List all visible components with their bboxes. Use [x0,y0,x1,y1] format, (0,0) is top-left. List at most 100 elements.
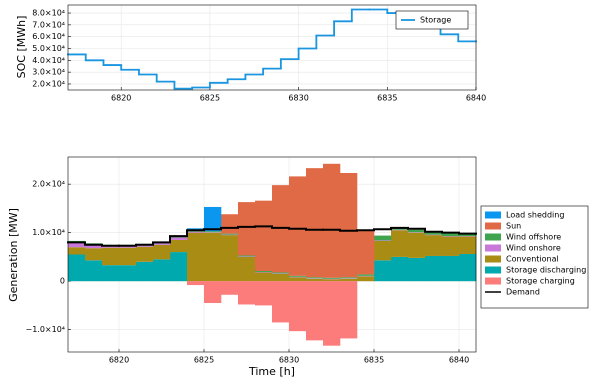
legend-swatch [485,244,501,252]
area-segment [323,279,341,282]
y-tick-label: 4.0×10⁴ [32,56,65,65]
area-segment [204,206,222,232]
area-segment [187,281,205,286]
area-segment [170,237,188,240]
area-segment [357,230,375,275]
area-segment [306,278,324,282]
area-segment [85,248,103,261]
area-segment [408,229,426,233]
legend-swatch [485,211,501,219]
plot-frame [67,4,477,91]
legend-swatch [485,255,501,263]
area-segment [340,281,358,339]
area-segment [238,255,256,257]
area-segment [204,232,222,282]
x-tick-label: 6825 [194,356,214,365]
legend-swatch [485,277,501,285]
legend-swatch [485,266,501,274]
area-segment [408,232,426,258]
area-segment [289,277,307,282]
area-segment [459,236,477,255]
area-segment [153,243,171,245]
area-segment [357,274,375,276]
area-segment [136,261,154,282]
area-segment [255,272,273,282]
area-segment [272,281,290,323]
area-segment [357,276,375,282]
area-segment [187,231,205,233]
area-segment [306,281,324,341]
area-segment [442,236,460,256]
y-tick-label: 3.0×10⁴ [32,68,65,77]
y-tick-label: 5.0×10⁴ [32,44,65,53]
area-segment [221,214,239,234]
y-tick-label: 2.0×10⁴ [32,180,65,189]
area-segment [102,265,120,282]
area-segment [119,247,137,266]
x-tick-label: 6830 [288,94,308,103]
x-tick-label: 6820 [111,94,131,103]
area-segment [204,231,222,233]
x-tick-label: 6835 [377,94,397,103]
area-segment [323,281,341,346]
y-tick-label: 6.0×10⁴ [32,32,65,41]
legend-label: Conventional [506,255,559,264]
area-segment [68,242,86,248]
y-axis-label: Generation [MW] [7,208,20,302]
legend-swatch [485,233,501,241]
area-segment [170,239,188,253]
y-tick-label: 1.0×10⁴ [32,228,65,237]
area-segment [374,260,392,282]
area-segment [238,202,256,256]
area-segment [374,240,392,261]
area-segment [340,277,358,279]
area-segment [323,277,341,279]
x-tick-label: 6820 [109,356,129,365]
legend-swatch [485,222,501,230]
area-segment [255,281,273,306]
area-segment [289,176,307,276]
area-segment [459,254,477,282]
area-segment [272,273,290,282]
area-segment [68,254,86,282]
area-segment [323,163,341,278]
y-tick-label: 8.0×10⁴ [32,9,65,18]
legend-label: Wind offshore [506,233,561,242]
area-segment [408,257,426,282]
x-tick-label: 6835 [364,356,384,365]
legend-label: Storage [420,16,451,25]
area-segment [119,265,137,282]
area-segment [68,247,86,255]
y-tick-label: 2.0×10⁴ [32,79,65,88]
area-segment [425,231,443,235]
y-tick-label: 0 [60,277,65,286]
legend-label: Storage charging [506,277,575,286]
area-segment [255,270,273,272]
x-tick-label: 6840 [449,356,469,365]
y-axis-label: SOC [MWh] [15,16,28,79]
area-segment [306,168,324,278]
area-segment [119,246,137,248]
legend-label: Storage discharging [506,266,586,275]
legend-box [395,10,469,30]
legend-label: Load shedding [506,211,564,220]
area-segment [153,259,171,282]
area-segment [425,255,443,282]
legend-label: Sun [506,222,521,231]
area-segment [391,230,409,257]
legend-label: Wind onshore [506,244,561,253]
area-segment [136,245,154,247]
x-tick-label: 6840 [466,94,486,103]
area-segment [289,281,307,332]
y-tick-label: 7.0×10⁴ [32,20,65,29]
area-segment [340,173,358,278]
area-segment [102,247,120,266]
x-tick-label: 6830 [279,356,299,365]
area-segment [153,244,171,260]
y-tick-label: −1.0×10⁴ [25,325,65,334]
x-tick-label: 6825 [200,94,220,103]
area-segment [391,256,409,282]
area-segment [187,232,205,282]
area-segment [272,272,290,274]
